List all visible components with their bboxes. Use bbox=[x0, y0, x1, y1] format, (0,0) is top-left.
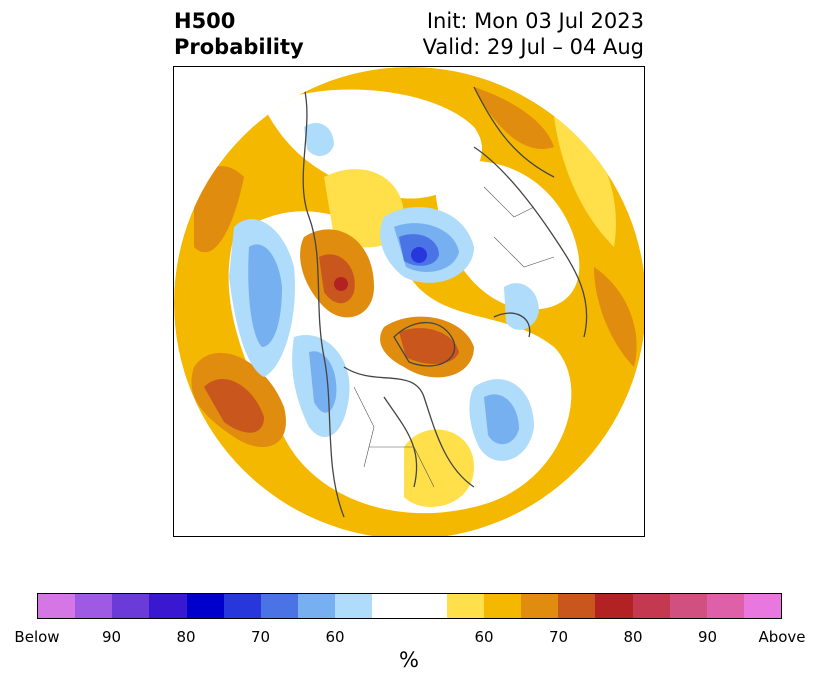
colorbar-segment bbox=[483, 594, 522, 618]
colorbar-tick-label: 70 bbox=[250, 628, 271, 646]
colorbar-tick-label: 80 bbox=[176, 628, 196, 646]
coastlines bbox=[302, 86, 588, 518]
colorbar-tick-label: 70 bbox=[548, 628, 569, 646]
colorbar-segment bbox=[409, 594, 447, 618]
borders bbox=[353, 186, 555, 488]
colorbar-tick-label: Below bbox=[14, 628, 60, 646]
colorbar-segment bbox=[632, 594, 670, 618]
probability-field bbox=[174, 67, 644, 536]
colorbar-segment bbox=[260, 594, 299, 618]
title-quantity: Probability bbox=[174, 35, 304, 59]
colorbar-segment bbox=[372, 594, 410, 618]
colorbar-segment bbox=[38, 594, 76, 618]
colorbar-segment bbox=[112, 594, 150, 618]
colorbar bbox=[37, 593, 782, 619]
colorbar-tick-label: 90 bbox=[101, 628, 122, 646]
colorbar-tick-label: 60 bbox=[474, 628, 494, 646]
colorbar-segment bbox=[743, 594, 782, 618]
colorbar-segment bbox=[75, 594, 113, 618]
colorbar-segment bbox=[335, 594, 373, 618]
valid-dates: Valid: 29 Jul – 04 Aug bbox=[422, 35, 644, 59]
title-variable: H500 bbox=[174, 9, 236, 33]
colorbar-segment bbox=[669, 594, 707, 618]
colorbar-segment bbox=[558, 594, 596, 618]
colorbar-unit: % bbox=[399, 648, 419, 672]
probability-map-svg bbox=[174, 67, 644, 536]
colorbar-segment bbox=[706, 594, 744, 618]
colorbar-tick-label: 90 bbox=[697, 628, 718, 646]
colorbar-segment bbox=[186, 594, 224, 618]
map-dates: Init: Mon 03 Jul 2023 Valid: 29 Jul – 04… bbox=[423, 8, 644, 60]
colorbar-tick-label: 80 bbox=[623, 628, 643, 646]
colorbar-segment bbox=[223, 594, 261, 618]
colorbar-segment bbox=[149, 594, 187, 618]
map-title: H500 Probability bbox=[174, 8, 304, 60]
polar-map bbox=[173, 66, 645, 537]
init-date: Init: Mon 03 Jul 2023 bbox=[426, 9, 644, 33]
colorbar-tick-label: 60 bbox=[325, 628, 345, 646]
colorbar-tick-label: Above bbox=[758, 628, 806, 646]
colorbar-segment bbox=[521, 594, 559, 618]
colorbar-segment bbox=[446, 594, 484, 618]
colorbar-segment bbox=[595, 594, 633, 618]
colorbar-segment bbox=[298, 594, 336, 618]
